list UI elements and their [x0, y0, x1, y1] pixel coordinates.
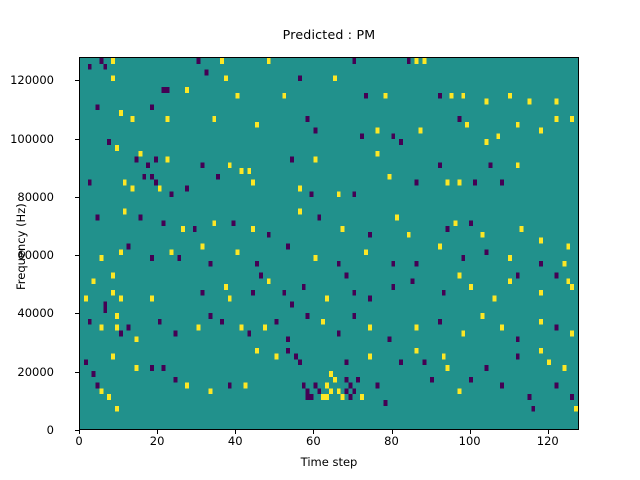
- x-axis-label: Time step: [300, 455, 358, 469]
- x-tick-mark: [547, 430, 549, 434]
- y-tick-mark: [75, 255, 79, 257]
- x-tick-mark: [469, 430, 471, 434]
- y-axis-label: Frequency (Hz): [14, 203, 28, 290]
- y-tick-label: 80000: [17, 189, 54, 204]
- y-tick-mark: [75, 138, 79, 140]
- y-tick-mark: [75, 430, 79, 431]
- y-tick-mark: [75, 80, 79, 82]
- y-tick-mark: [75, 371, 79, 373]
- x-tick-label: 40: [227, 434, 243, 448]
- page-title: Predicted : PM: [282, 27, 376, 42]
- x-tick-label: 20: [149, 434, 165, 448]
- x-tick-mark: [313, 430, 315, 434]
- y-tick-label: 60000: [17, 248, 54, 263]
- x-tick-label: 0: [75, 434, 83, 448]
- y-tick-mark: [75, 196, 79, 198]
- x-tick-label: 120: [536, 434, 559, 448]
- x-tick-mark: [79, 430, 80, 434]
- x-tick-label: 80: [384, 434, 399, 448]
- y-tick-label: 40000: [17, 306, 54, 321]
- y-tick-label: 120000: [10, 73, 54, 88]
- x-tick-mark: [235, 430, 237, 434]
- x-tick-mark: [391, 430, 393, 434]
- heatmap-image: [80, 58, 578, 429]
- heatmap-plot-area[interactable]: [79, 57, 579, 430]
- y-tick-label: 20000: [17, 364, 54, 379]
- x-tick-mark: [157, 430, 159, 434]
- y-tick-label: 0: [46, 423, 54, 437]
- x-tick-label: 100: [458, 434, 481, 448]
- x-tick-label: 60: [306, 434, 321, 448]
- y-tick-mark: [75, 313, 79, 315]
- y-tick-label: 100000: [10, 131, 54, 146]
